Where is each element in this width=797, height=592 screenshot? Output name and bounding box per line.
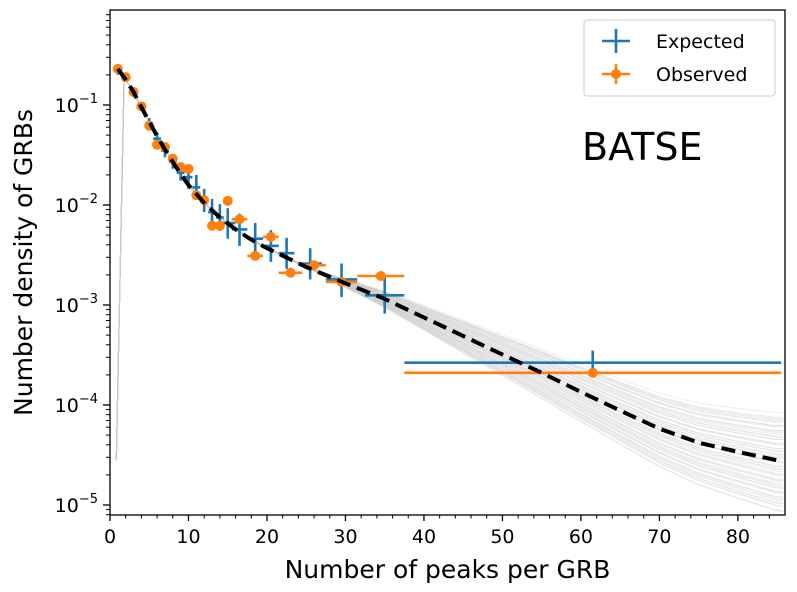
observed-marker <box>587 367 598 378</box>
y-tick-exponent: −3 <box>79 292 98 307</box>
x-tick-label: 60 <box>569 526 593 548</box>
x-axis-label: Number of peaks per GRB <box>285 555 611 584</box>
observed-point <box>183 163 194 174</box>
observed-point <box>207 220 218 231</box>
legend-observed-marker <box>602 64 630 84</box>
legend-box <box>583 19 776 97</box>
y-tick-base: 10 <box>55 95 79 117</box>
x-tick-label: 20 <box>255 526 279 548</box>
legend-expected-marker <box>602 29 630 53</box>
x-tick-label: 70 <box>647 526 671 548</box>
y-tick-label: 10−3 <box>55 292 98 317</box>
observed-point <box>214 220 225 231</box>
x-tick-label: 40 <box>412 526 436 548</box>
y-tick-exponent: −2 <box>79 192 98 207</box>
observed-marker <box>285 267 296 278</box>
best-fit-line <box>116 67 778 463</box>
plot-frame <box>109 9 786 516</box>
observed-point <box>222 195 233 206</box>
y-tick-label: 10−2 <box>55 192 98 217</box>
fit-path <box>116 67 778 463</box>
y-tick-label: 10−5 <box>55 492 98 517</box>
x-tick-label: 30 <box>333 526 357 548</box>
y-tick-base: 10 <box>55 395 79 417</box>
legend-expected-label: Expected <box>656 31 745 53</box>
observed-point <box>247 250 264 261</box>
x-tick-label: 80 <box>726 526 750 548</box>
batse-annotation: BATSE <box>582 125 702 169</box>
observed-marker <box>183 163 194 174</box>
observed-marker <box>265 231 276 242</box>
observed-point <box>231 214 248 225</box>
x-axis: 0 10 20 30 40 50 60 70 80 <box>104 515 770 548</box>
y-tick-base: 10 <box>55 195 79 217</box>
expected-point <box>365 277 405 314</box>
legend-observed-dot <box>611 69 621 79</box>
observed-marker <box>234 214 245 225</box>
observed-marker <box>207 220 218 231</box>
observed-point <box>404 367 782 378</box>
y-tick-label: 10−1 <box>55 92 98 117</box>
observed-point <box>278 267 303 278</box>
y-axis: 10−510−410−310−210−1 <box>55 14 110 517</box>
x-tick-label: 10 <box>176 526 200 548</box>
x-tick-label: 50 <box>490 526 514 548</box>
y-tick-exponent: −4 <box>79 392 98 407</box>
x-tick-label: 0 <box>104 526 116 548</box>
observed-point <box>357 270 405 281</box>
y-tick-base: 10 <box>55 295 79 317</box>
observed-marker <box>250 250 261 261</box>
observed-point <box>263 231 279 242</box>
observed-marker <box>214 220 225 231</box>
observed-marker <box>375 270 386 281</box>
y-axis-label: Number density of GRBs <box>9 109 38 416</box>
y-tick-label: 10−4 <box>55 392 98 417</box>
legend: Expected Observed <box>583 19 776 97</box>
y-tick-exponent: −1 <box>79 92 98 107</box>
y-tick-exponent: −5 <box>79 492 98 507</box>
y-tick-base: 10 <box>55 495 79 517</box>
legend-observed-label: Observed <box>656 64 747 86</box>
observed-marker <box>222 195 233 206</box>
